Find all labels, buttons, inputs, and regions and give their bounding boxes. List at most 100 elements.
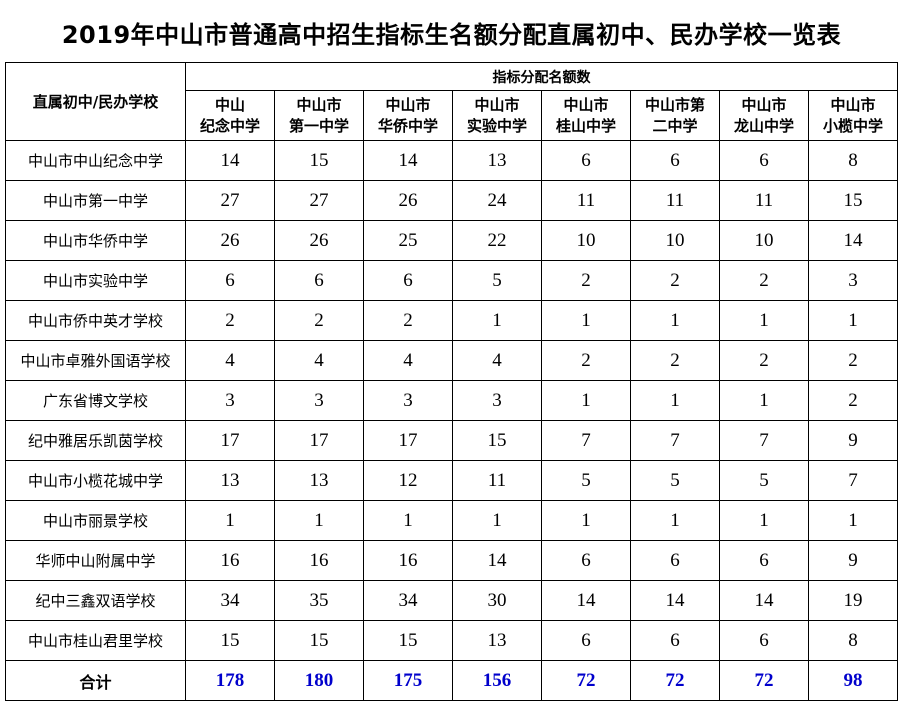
table-row: 华师中山附属中学 16 16 16 14 6 6 6 9	[5, 540, 898, 581]
value-cell: 5	[719, 460, 809, 501]
value-cell: 1	[452, 300, 542, 341]
value-cell: 34	[363, 580, 453, 621]
school-name-cell: 纪中雅居乐凯茵学校	[5, 420, 186, 461]
value-cell: 1	[808, 300, 898, 341]
total-value-cell: 178	[185, 660, 275, 701]
value-cell: 14	[363, 140, 453, 181]
value-cell: 17	[363, 420, 453, 461]
total-value-cell: 175	[363, 660, 453, 701]
value-cell: 1	[630, 380, 720, 421]
value-cell: 14	[808, 220, 898, 261]
value-cell: 3	[274, 380, 364, 421]
value-cell: 6	[719, 540, 809, 581]
column-header-line2: 小榄中学	[822, 116, 883, 135]
value-cell: 1	[719, 380, 809, 421]
value-cell: 2	[630, 260, 720, 301]
column-header-row: 中山 纪念中学 中山市 第一中学 中山市 华侨中学 中山市 实验中学 中山市 桂山中学 中山市第 二中…	[6, 90, 898, 141]
school-name-cell: 中山市桂山君里学校	[5, 620, 186, 661]
column-header-line2: 纪念中学	[199, 116, 260, 135]
value-cell: 1	[541, 380, 631, 421]
value-cell: 14	[541, 580, 631, 621]
value-cell: 2	[541, 260, 631, 301]
value-cell: 15	[363, 620, 453, 661]
value-cell: 6	[541, 620, 631, 661]
value-cell: 3	[363, 380, 453, 421]
value-cell: 11	[719, 180, 809, 221]
value-cell: 4	[452, 340, 542, 381]
value-cell: 15	[274, 620, 364, 661]
value-cell: 14	[630, 580, 720, 621]
value-cell: 1	[452, 500, 542, 541]
value-cell: 15	[452, 420, 542, 461]
value-cell: 16	[185, 540, 275, 581]
value-cell: 2	[630, 340, 720, 381]
column-header: 中山市 实验中学	[452, 90, 542, 141]
value-cell: 10	[719, 220, 809, 261]
value-cell: 22	[452, 220, 542, 261]
value-cell: 27	[185, 180, 275, 221]
group-header-row: 直属初中/民办学校 指标分配名额数	[5, 62, 898, 141]
value-cell: 4	[185, 340, 275, 381]
value-cell: 1	[185, 500, 275, 541]
table-row: 中山市中山纪念中学 14 15 14 13 6 6 6 8	[5, 140, 898, 181]
value-cell: 35	[274, 580, 364, 621]
table-row: 中山市第一中学 27 27 26 24 11 11 11 15	[5, 180, 898, 221]
value-cell: 17	[185, 420, 275, 461]
value-cell: 1	[541, 500, 631, 541]
group-header: 指标分配名额数	[185, 62, 898, 91]
table-row: 中山市小榄花城中学 13 13 12 11 5 5 5 7	[5, 460, 898, 501]
column-header-line1: 中山市	[741, 96, 787, 115]
value-cell: 1	[274, 500, 364, 541]
value-cell: 16	[274, 540, 364, 581]
table-header: 直属初中/民办学校 指标分配名额数 中山 纪念中学 中山市 第一中学 中山市 华侨中学 中山…	[5, 62, 898, 141]
page-title: 2019年中山市普通高中招生指标生名额分配直属初中、民办学校一览表	[61, 21, 842, 49]
value-cell: 9	[808, 540, 898, 581]
column-header: 中山市 龙山中学	[719, 90, 809, 141]
table-row: 纪中雅居乐凯茵学校 17 17 17 15 7 7 7 9	[5, 420, 898, 461]
table-row: 中山市华侨中学 26 26 25 22 10 10 10 14	[5, 220, 898, 261]
corner-header: 直属初中/民办学校	[5, 62, 186, 141]
value-cell: 15	[808, 180, 898, 221]
total-value-cell: 180	[274, 660, 364, 701]
value-cell: 2	[719, 260, 809, 301]
column-header-line1: 中山	[214, 96, 245, 115]
column-header-line1: 中山市	[563, 96, 609, 115]
value-cell: 6	[719, 140, 809, 181]
value-cell: 3	[185, 380, 275, 421]
school-name-cell: 中山市华侨中学	[5, 220, 186, 261]
table-row: 中山市卓雅外国语学校 4 4 4 4 2 2 2 2	[5, 340, 898, 381]
value-cell: 26	[185, 220, 275, 261]
column-header: 中山市 华侨中学	[363, 90, 453, 141]
value-cell: 16	[363, 540, 453, 581]
school-name-cell: 纪中三鑫双语学校	[5, 580, 186, 621]
total-label: 合计	[5, 660, 186, 701]
value-cell: 2	[719, 340, 809, 381]
value-cell: 1	[363, 500, 453, 541]
school-name-cell: 中山市第一中学	[5, 180, 186, 221]
value-cell: 6	[274, 260, 364, 301]
value-cell: 6	[630, 540, 720, 581]
column-header-line2: 第一中学	[288, 116, 349, 135]
school-name-cell: 中山市侨中英才学校	[5, 300, 186, 341]
value-cell: 13	[452, 620, 542, 661]
value-cell: 5	[630, 460, 720, 501]
value-cell: 8	[808, 620, 898, 661]
value-cell: 24	[452, 180, 542, 221]
column-header-line2: 二中学	[652, 116, 698, 135]
value-cell: 11	[452, 460, 542, 501]
value-cell: 6	[630, 140, 720, 181]
value-cell: 3	[808, 260, 898, 301]
column-header-line1: 中山市	[830, 96, 876, 115]
value-cell: 10	[541, 220, 631, 261]
value-cell: 5	[541, 460, 631, 501]
table-row: 中山市侨中英才学校 2 2 2 1 1 1 1 1	[5, 300, 898, 341]
value-cell: 2	[185, 300, 275, 341]
value-cell: 7	[541, 420, 631, 461]
value-cell: 1	[630, 300, 720, 341]
school-name-cell: 华师中山附属中学	[5, 540, 186, 581]
column-header-line2: 桂山中学	[555, 116, 616, 135]
school-name-cell: 中山市小榄花城中学	[5, 460, 186, 501]
value-cell: 5	[452, 260, 542, 301]
value-cell: 2	[541, 340, 631, 381]
value-cell: 13	[274, 460, 364, 501]
